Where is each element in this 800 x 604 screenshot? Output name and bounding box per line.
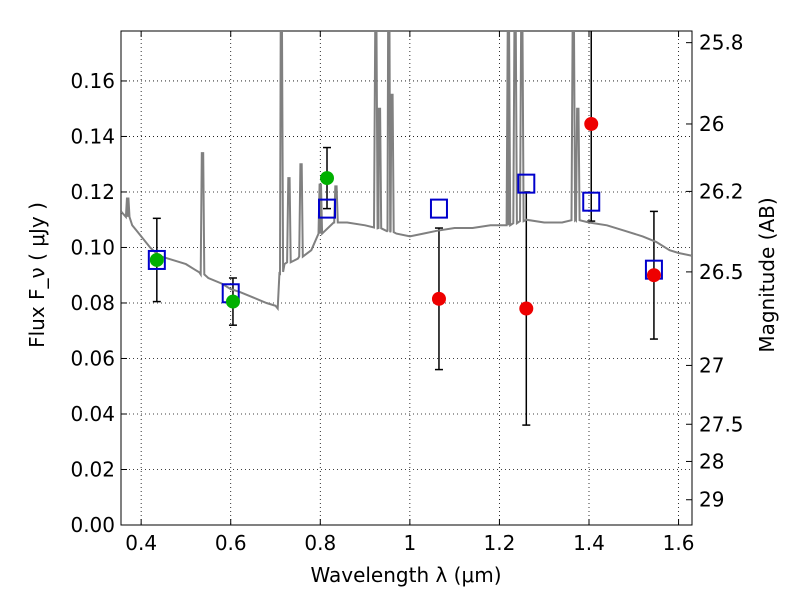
y-tick-label: 0.04 [70,402,115,426]
right-axis-label: Magnitude (AB) [755,197,779,352]
y-tick-label: 0.08 [70,291,115,315]
plot-frame [120,30,693,526]
y2-tick-label: 26.2 [699,179,744,203]
y-tick-label: 0.16 [70,69,115,93]
y2-tick-label: 27.5 [699,412,744,436]
x-tick-label: 1 [403,531,416,555]
model-box-point [517,173,536,194]
y2-tick-label: 26.5 [699,260,744,284]
y-tick-label: 0.02 [70,457,115,481]
x-tick-label: 1.4 [573,531,605,555]
x-axis-label: Wavelength λ (μm) [310,563,501,587]
x-axis: 0.4 0.6 0.8 1 1.2 1.4 1.6 [125,31,694,555]
x-tick-label: 0.4 [125,531,157,555]
y2-tick-label: 28 [699,449,724,473]
model-box-point [429,198,448,219]
y-tick-label: 0.14 [70,124,115,148]
green-data-point [149,252,164,267]
plot-area [121,31,692,316]
model-box-point [147,249,166,270]
red-data-point [584,116,599,131]
errorbars [152,31,658,426]
y-tick-label: 0.12 [70,180,115,204]
x-tick-label: 0.6 [215,531,247,555]
y-axis: 0.00 0.02 0.04 0.06 0.08 0.10 0.12 0.14 0.16 [70,69,127,537]
y2-tick-label: 29 [699,488,724,512]
y-axis-label: Flux F_ν ( μJy ) [25,202,49,348]
y2-tick-label: 25.8 [699,31,744,55]
grid [121,31,692,526]
y2-tick-label: 26 [699,112,724,136]
red-data-point [646,268,661,283]
green-data-point [320,171,335,186]
x-tick-label: 1.6 [663,531,695,555]
green-data-point [225,294,240,309]
y-tick-label: 0.10 [70,235,115,259]
data-marks [147,116,663,316]
x-tick-label: 1.2 [484,531,516,555]
x-tick-label: 0.8 [304,531,336,555]
y-tick-label: 0.06 [70,346,115,370]
red-data-point [431,291,446,306]
model-box-point [318,198,337,219]
y2-axis: 25.8 26 26.2 26.5 27 27.5 28 29 [686,31,744,512]
y2-tick-label: 27 [699,353,724,377]
red-data-point [519,301,534,316]
y-tick-label: 0.00 [70,513,115,537]
model-box-point [582,191,601,212]
spectrum-line [121,31,692,312]
